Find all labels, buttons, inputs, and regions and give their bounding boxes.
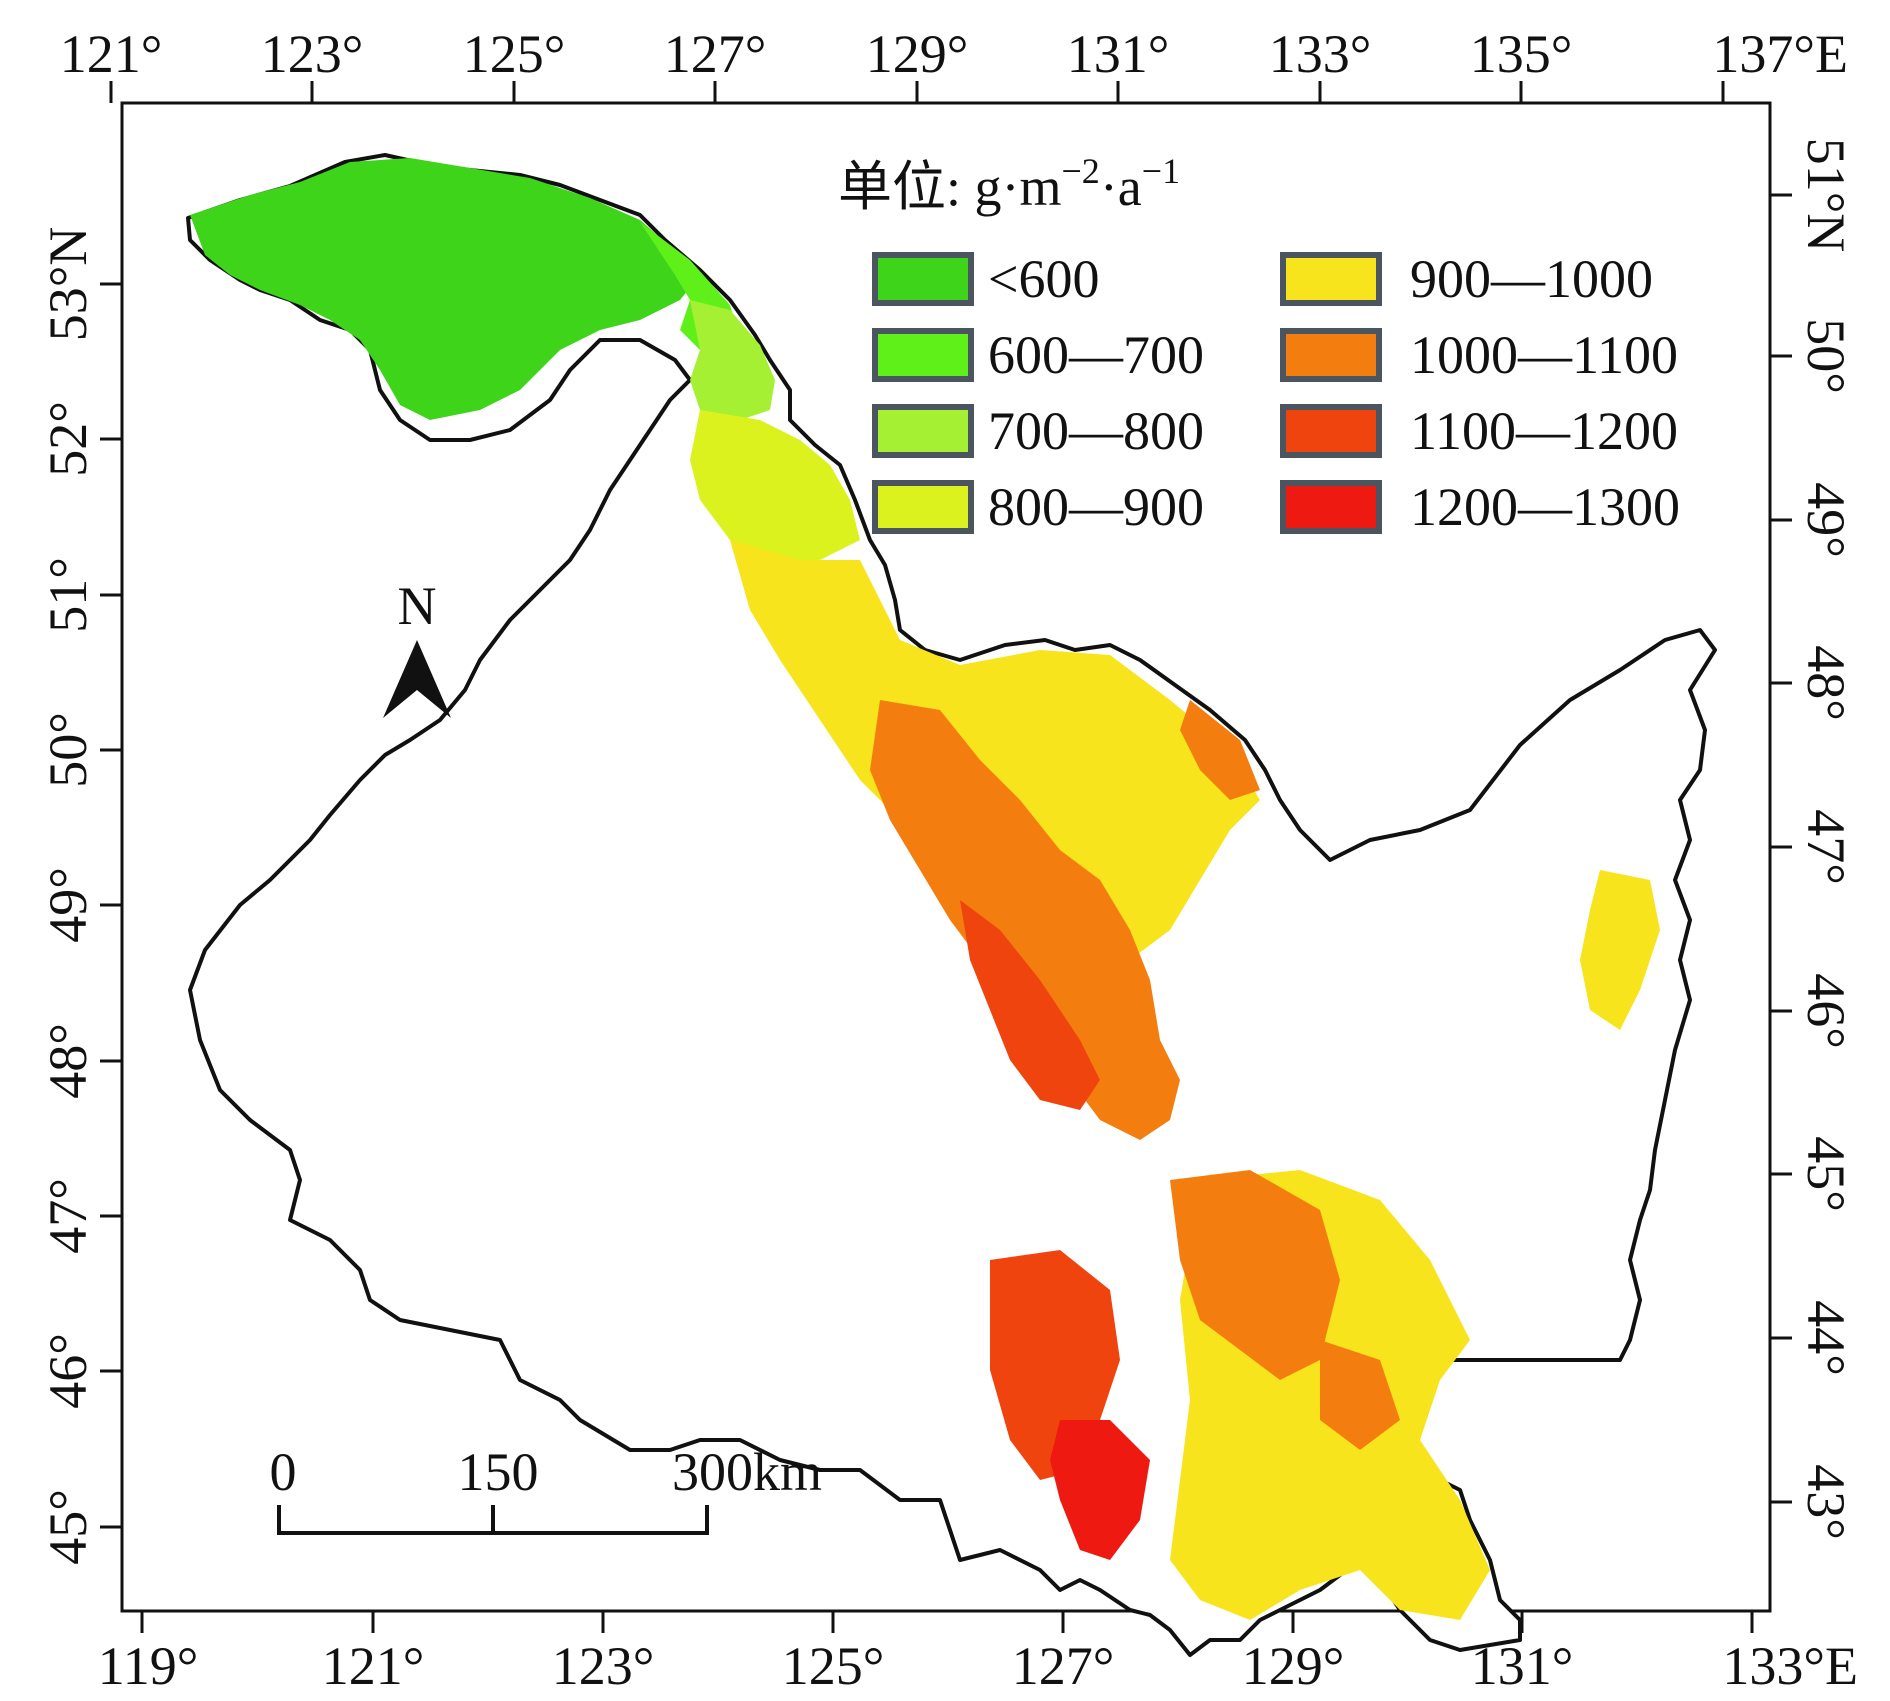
npp-zone-1200-1300: [1050, 1420, 1150, 1560]
right-ticks: [1770, 193, 1792, 1504]
legend-swatch: [1280, 404, 1382, 458]
legend-item-label: 700—800: [988, 401, 1204, 461]
npp-zone-900-1000-east: [1580, 870, 1660, 1030]
legend-swatch: [1280, 328, 1382, 382]
npp-raster: [190, 158, 1660, 1620]
top-lon-label: 129°: [866, 24, 969, 84]
legend-swatch: [872, 328, 974, 382]
bottom-lon-label: 125°: [782, 1636, 885, 1696]
right-lat-label: 51°N: [1796, 138, 1856, 253]
bottom-longitude-labels: 119° 121° 123° 125° 127° 129° 131° 133°E: [98, 1636, 1858, 1696]
legend-item-label: 1200—1300: [1410, 477, 1680, 537]
left-lat-label: 47°: [38, 1178, 98, 1254]
bottom-ticks: [140, 1611, 1754, 1633]
top-longitude-labels: 121° 123° 125° 127° 129° 131° 133° 135° …: [60, 24, 1848, 84]
right-lat-label: 43°: [1796, 1464, 1856, 1540]
legend: 单位: g·m−2·a−1 <600 600—700 700—800 800—9…: [838, 151, 1680, 537]
scale-label: 150: [458, 1442, 539, 1502]
legend-swatch: [872, 252, 974, 306]
npp-zone-800-900: [690, 410, 860, 560]
legend-item-label: 1000—1100: [1410, 325, 1678, 385]
legend-item-label: <600: [988, 249, 1099, 309]
scale-label: 300km: [672, 1442, 822, 1502]
right-lat-label: 47°: [1796, 809, 1856, 885]
top-lon-label: 123°: [261, 24, 364, 84]
top-ticks: [109, 81, 1725, 103]
bottom-lon-label: 123°: [552, 1636, 655, 1696]
top-lon-label: 133°: [1269, 24, 1372, 84]
left-lat-label: 52°: [38, 401, 98, 477]
left-latitude-labels: 53°N 52° 51° 50° 49° 48° 47° 46° 45°: [38, 227, 98, 1565]
legend-item-label: 900—1000: [1410, 249, 1653, 309]
bottom-lon-label: 119°: [98, 1636, 199, 1696]
legend-item-label: 800—900: [988, 477, 1204, 537]
top-lon-label: 125°: [463, 24, 566, 84]
scale-bar: 0 150 300km: [270, 1442, 822, 1535]
top-lon-label: 137°E: [1712, 24, 1848, 84]
top-lon-label: 121°: [60, 24, 163, 84]
right-lat-label: 50°: [1796, 318, 1856, 394]
right-lat-label: 45°: [1796, 1136, 1856, 1212]
left-lat-label: 46°: [38, 1333, 98, 1409]
left-lat-label: 53°N: [38, 227, 98, 342]
left-ticks: [100, 282, 122, 1529]
legend-swatch: [1280, 252, 1382, 306]
right-lat-label: 48°: [1796, 645, 1856, 721]
top-lon-label: 127°: [664, 24, 767, 84]
legend-swatch: [1280, 480, 1382, 534]
npp-zone-1000-1100-north: [1180, 700, 1260, 800]
legend-item-label: 600—700: [988, 325, 1204, 385]
bottom-lon-label: 121°: [322, 1636, 425, 1696]
bottom-lon-label: 127°: [1012, 1636, 1115, 1696]
scale-label: 0: [270, 1442, 297, 1502]
left-lat-label: 49°: [38, 867, 98, 943]
npp-zone-1100-1200: [960, 900, 1100, 1110]
top-lon-label: 135°: [1470, 24, 1573, 84]
npp-zone-1000-1100: [870, 700, 1180, 1140]
north-label: N: [398, 576, 437, 636]
right-lat-label: 49°: [1796, 482, 1856, 558]
npp-zone-700-800: [690, 300, 775, 420]
map-frame: [120, 101, 1772, 1613]
top-lon-label: 131°: [1067, 24, 1170, 84]
north-arrow: N: [383, 576, 451, 718]
right-lat-label: 44°: [1796, 1300, 1856, 1376]
legend-swatch: [872, 480, 974, 534]
bottom-lon-label: 129°: [1242, 1636, 1345, 1696]
right-latitude-labels: 51°N 50° 49° 48° 47° 46° 45° 44° 43°: [1796, 138, 1856, 1540]
right-lat-label: 46°: [1796, 973, 1856, 1049]
npp-zone-1000-1100-south: [1170, 1170, 1340, 1380]
npp-zone-below-600: [190, 158, 700, 420]
bottom-lon-label: 133°E: [1722, 1636, 1858, 1696]
left-lat-label: 45°: [38, 1489, 98, 1565]
npp-zone-900-1000: [730, 540, 1260, 960]
left-lat-label: 51°: [38, 557, 98, 633]
npp-zone-1000-1100-southeast: [1320, 1340, 1400, 1450]
legend-swatch: [872, 404, 974, 458]
legend-item-label: 1100—1200: [1410, 401, 1678, 461]
legend-title: 单位: g·m−2·a−1: [838, 151, 1180, 217]
north-arrow-icon: [383, 640, 451, 718]
left-lat-label: 50°: [38, 712, 98, 788]
left-lat-label: 48°: [38, 1023, 98, 1099]
